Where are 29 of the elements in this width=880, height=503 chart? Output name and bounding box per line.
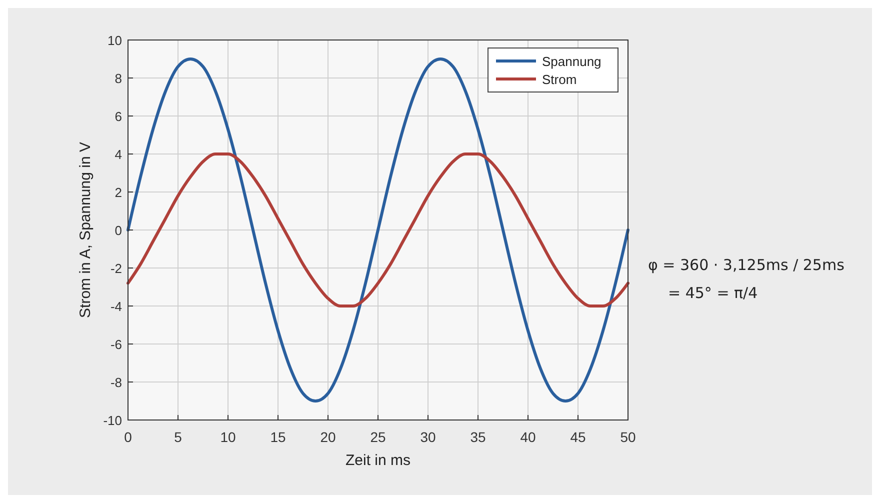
x-tick-label: 15 <box>270 429 286 445</box>
x-tick-label: 25 <box>370 429 386 445</box>
text: φ = 360 · 3,125ms / 25ms <box>648 256 845 274</box>
y-tick-label: 10 <box>108 33 122 48</box>
x-tick-label: 45 <box>570 429 586 445</box>
x-tick-label: 5 <box>174 429 182 445</box>
x-tick-label: 20 <box>320 429 336 445</box>
y-tick-label: 4 <box>114 147 122 162</box>
y-tick-label: -4 <box>110 299 122 314</box>
legend-label: Strom <box>542 72 577 87</box>
y-tick-label: 0 <box>114 223 122 238</box>
x-tick-label: 35 <box>470 429 486 445</box>
x-tick-label: 50 <box>620 429 636 445</box>
legend-label: Spannung <box>542 54 602 69</box>
x-tick-label: 40 <box>520 429 536 445</box>
line-series <box>126 58 630 402</box>
text: = 45° = π/4 <box>668 284 758 302</box>
y-tick-label: -10 <box>103 413 122 428</box>
y-tick-label: 2 <box>114 185 122 200</box>
y-tick-label: 8 <box>114 71 122 86</box>
line-series <box>126 152 630 308</box>
x-axis-title: Zeit in ms <box>345 452 411 469</box>
x-tick-label: 10 <box>220 429 236 445</box>
y-tick-label: -2 <box>110 261 122 276</box>
y-tick-label: -8 <box>110 375 122 390</box>
y-tick-label: 6 <box>114 109 122 124</box>
y-tick-label: -6 <box>110 337 122 352</box>
x-tick-label: 30 <box>420 429 436 445</box>
y-axis-title: Strom in A, Spannung in V <box>77 142 94 318</box>
